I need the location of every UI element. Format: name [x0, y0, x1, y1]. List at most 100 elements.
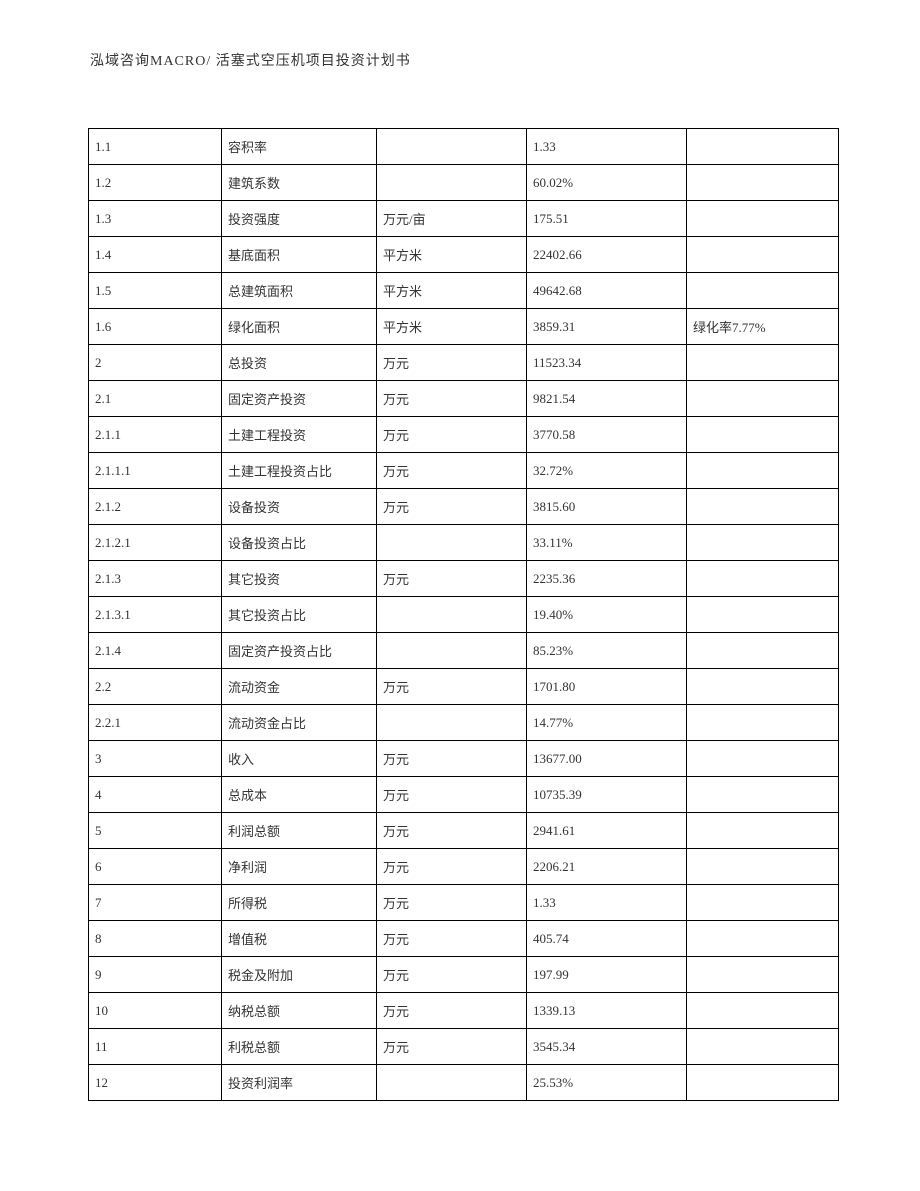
table-row: 2.1.4固定资产投资占比85.23%: [89, 633, 839, 669]
table-cell: [687, 453, 839, 489]
table-cell: [687, 993, 839, 1029]
table-cell: 万元/亩: [377, 201, 527, 237]
table-row: 1.1容积率1.33: [89, 129, 839, 165]
table-cell: [377, 597, 527, 633]
table-row: 3收入万元13677.00: [89, 741, 839, 777]
table-row: 2.1.1.1土建工程投资占比万元32.72%: [89, 453, 839, 489]
table-cell: 4: [89, 777, 222, 813]
table-cell: 1.5: [89, 273, 222, 309]
table-cell: 设备投资占比: [222, 525, 377, 561]
table-cell: 收入: [222, 741, 377, 777]
table-row: 9税金及附加万元197.99: [89, 957, 839, 993]
table-row: 2.1.3其它投资万元2235.36: [89, 561, 839, 597]
table-cell: 32.72%: [527, 453, 687, 489]
table-row: 6净利润万元2206.21: [89, 849, 839, 885]
table-cell: 1.3: [89, 201, 222, 237]
table-cell: 总建筑面积: [222, 273, 377, 309]
table-cell: 19.40%: [527, 597, 687, 633]
table-cell: [377, 525, 527, 561]
table-cell: 流动资金占比: [222, 705, 377, 741]
table-row: 2.2流动资金万元1701.80: [89, 669, 839, 705]
table-row: 1.5总建筑面积平方米49642.68: [89, 273, 839, 309]
table-cell: 2.1.1.1: [89, 453, 222, 489]
table-cell: 3: [89, 741, 222, 777]
table-cell: 基底面积: [222, 237, 377, 273]
table-cell: 总成本: [222, 777, 377, 813]
table-row: 2.1.1土建工程投资万元3770.58: [89, 417, 839, 453]
table-cell: 万元: [377, 849, 527, 885]
table-row: 2总投资万元11523.34: [89, 345, 839, 381]
table-row: 2.1.2.1设备投资占比33.11%: [89, 525, 839, 561]
table-cell: [687, 705, 839, 741]
table-cell: 13677.00: [527, 741, 687, 777]
table-cell: 33.11%: [527, 525, 687, 561]
table-cell: 2.1.2: [89, 489, 222, 525]
table-cell: 所得税: [222, 885, 377, 921]
table-row: 1.2建筑系数 60.02%: [89, 165, 839, 201]
table-cell: [687, 597, 839, 633]
table-cell: 2941.61: [527, 813, 687, 849]
table-cell: 49642.68: [527, 273, 687, 309]
table-row: 5利润总额万元2941.61: [89, 813, 839, 849]
table-cell: 2235.36: [527, 561, 687, 597]
table-cell: 3815.60: [527, 489, 687, 525]
table-cell: 万元: [377, 453, 527, 489]
table-cell: 12: [89, 1065, 222, 1101]
table-cell: 1.2: [89, 165, 222, 201]
table-cell: 平方米: [377, 273, 527, 309]
table-cell: [687, 849, 839, 885]
table-cell: 万元: [377, 381, 527, 417]
table-cell: [687, 381, 839, 417]
table-body: 1.1容积率1.331.2建筑系数 60.02%1.3投资强度万元/亩175.51…: [89, 129, 839, 1101]
table-cell: 25.53%: [527, 1065, 687, 1101]
table-cell: 1.33: [527, 129, 687, 165]
table-cell: [687, 273, 839, 309]
table-cell: [687, 741, 839, 777]
table-cell: 3545.34: [527, 1029, 687, 1065]
table-cell: 1.33: [527, 885, 687, 921]
table-cell: 9821.54: [527, 381, 687, 417]
table-cell: 净利润: [222, 849, 377, 885]
table-cell: 绿化面积: [222, 309, 377, 345]
table-cell: 175.51: [527, 201, 687, 237]
table-cell: 6: [89, 849, 222, 885]
table-cell: 税金及附加: [222, 957, 377, 993]
table-cell: 固定资产投资: [222, 381, 377, 417]
table-cell: 万元: [377, 813, 527, 849]
table-row: 1.3投资强度万元/亩175.51: [89, 201, 839, 237]
table-cell: 2.1.4: [89, 633, 222, 669]
table-cell: 建筑系数: [222, 165, 377, 201]
investment-table: 1.1容积率1.331.2建筑系数 60.02%1.3投资强度万元/亩175.51…: [88, 128, 839, 1101]
table-cell: [687, 957, 839, 993]
table-cell: 土建工程投资: [222, 417, 377, 453]
table-cell: 85.23%: [527, 633, 687, 669]
table-cell: 60.02%: [527, 165, 687, 201]
table-cell: 利税总额: [222, 1029, 377, 1065]
table-row: 2.2.1流动资金占比14.77%: [89, 705, 839, 741]
table-cell: [687, 345, 839, 381]
investment-table-container: 1.1容积率1.331.2建筑系数 60.02%1.3投资强度万元/亩175.51…: [88, 128, 838, 1101]
table-cell: [687, 525, 839, 561]
table-cell: 万元: [377, 561, 527, 597]
table-cell: [687, 561, 839, 597]
table-cell: 纳税总额: [222, 993, 377, 1029]
table-cell: 流动资金: [222, 669, 377, 705]
table-cell: 7: [89, 885, 222, 921]
table-row: 7所得税万元1.33: [89, 885, 839, 921]
table-cell: 万元: [377, 957, 527, 993]
table-row: 12投资利润率25.53%: [89, 1065, 839, 1101]
table-cell: [377, 165, 527, 201]
table-cell: [687, 165, 839, 201]
table-row: 2.1.2设备投资万元3815.60: [89, 489, 839, 525]
table-cell: 总投资: [222, 345, 377, 381]
table-cell: 万元: [377, 1029, 527, 1065]
table-cell: 10735.39: [527, 777, 687, 813]
table-cell: 土建工程投资占比: [222, 453, 377, 489]
table-cell: 5: [89, 813, 222, 849]
table-cell: [687, 237, 839, 273]
table-cell: 2.2: [89, 669, 222, 705]
table-row: 1.6绿化面积平方米3859.31绿化率7.77%: [89, 309, 839, 345]
table-cell: 3859.31: [527, 309, 687, 345]
table-cell: 11523.34: [527, 345, 687, 381]
table-cell: 2.1: [89, 381, 222, 417]
